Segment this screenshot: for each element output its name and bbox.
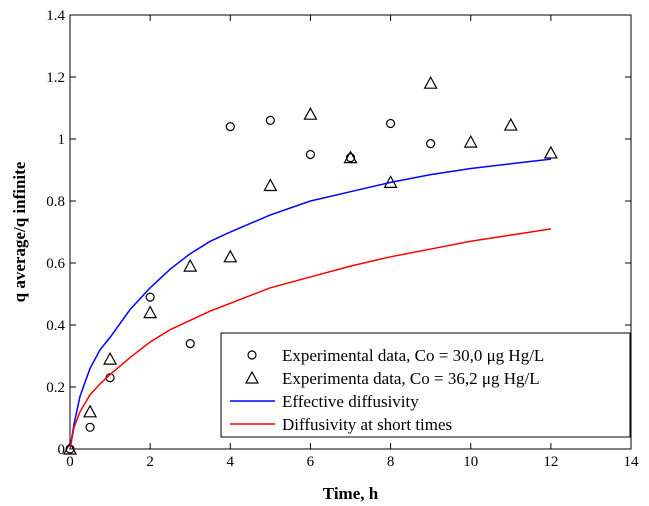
triangle-point bbox=[343, 150, 358, 164]
triangle-point bbox=[83, 404, 98, 418]
x-tick-label: 12 bbox=[543, 454, 558, 470]
y-tick-label: 1 bbox=[58, 132, 66, 148]
x-tick-label: 10 bbox=[463, 454, 478, 470]
circle-point bbox=[225, 121, 235, 132]
circle-point bbox=[85, 422, 95, 432]
triangle-point bbox=[263, 178, 278, 192]
series-line bbox=[69, 228, 551, 450]
series-3 bbox=[69, 228, 551, 450]
series-layer bbox=[62, 75, 558, 455]
x-tick-label: 2 bbox=[146, 454, 154, 470]
series-2 bbox=[69, 158, 551, 450]
y-tick-label: 1.2 bbox=[46, 70, 65, 86]
series-0 bbox=[65, 115, 436, 454]
triangle-point bbox=[503, 117, 518, 131]
triangle-point bbox=[543, 145, 558, 159]
triangle-point bbox=[103, 351, 118, 365]
legend-marker-swatch bbox=[244, 370, 260, 384]
triangle-point bbox=[223, 249, 238, 263]
circle-point bbox=[145, 292, 155, 302]
y-tick-label: 1.4 bbox=[46, 8, 65, 24]
x-tick-label: 4 bbox=[227, 454, 235, 470]
y-tick-label: 0.2 bbox=[46, 380, 65, 396]
y-axis-title: q average/q infinite bbox=[10, 161, 29, 302]
circle-point bbox=[426, 139, 436, 149]
circle-point bbox=[305, 149, 316, 160]
legend-label: Experimental data, Co = 30,0 μg Hg/L bbox=[282, 346, 544, 365]
x-tick-label: 14 bbox=[624, 454, 640, 470]
circle-point bbox=[345, 153, 356, 163]
plot-frame bbox=[69, 14, 632, 450]
triangle-point bbox=[303, 106, 318, 120]
y-tick-label: 0.8 bbox=[46, 194, 65, 210]
circle-point bbox=[385, 118, 396, 129]
y-tick-label: 0.4 bbox=[46, 318, 65, 334]
x-tick-label: 0 bbox=[66, 454, 74, 470]
y-tick-label: 0.6 bbox=[46, 256, 65, 272]
y-tick-label: 0 bbox=[58, 442, 66, 458]
x-axis-title: Time, h bbox=[323, 484, 379, 503]
legend-box bbox=[220, 332, 631, 438]
legend: Experimental data, Co = 30,0 μg Hg/L Expe… bbox=[220, 332, 631, 438]
axis-ticks: 0 2 4 6 8 10 12 14 0 0.2 0.4 0.6 0.8 1 1.2 1.4 bbox=[46, 8, 639, 470]
legend-label: Experimenta data, Co = 36,2 μg Hg/L bbox=[282, 369, 540, 388]
x-tick-label: 6 bbox=[307, 454, 315, 470]
triangle-point bbox=[183, 258, 198, 272]
legend-label: Effective diffusivity bbox=[282, 392, 419, 411]
circle-point bbox=[185, 339, 195, 349]
x-tick-label: 8 bbox=[387, 454, 395, 470]
series-line bbox=[69, 158, 551, 450]
triangle-point bbox=[463, 134, 478, 148]
triangle-point bbox=[143, 305, 158, 319]
legend-marker-swatch bbox=[247, 350, 257, 360]
triangle-point bbox=[62, 441, 78, 455]
triangle-point bbox=[423, 75, 438, 89]
legend-label: Diffusivity at short times bbox=[282, 415, 452, 434]
circle-point bbox=[265, 115, 275, 126]
series-1 bbox=[62, 75, 558, 455]
